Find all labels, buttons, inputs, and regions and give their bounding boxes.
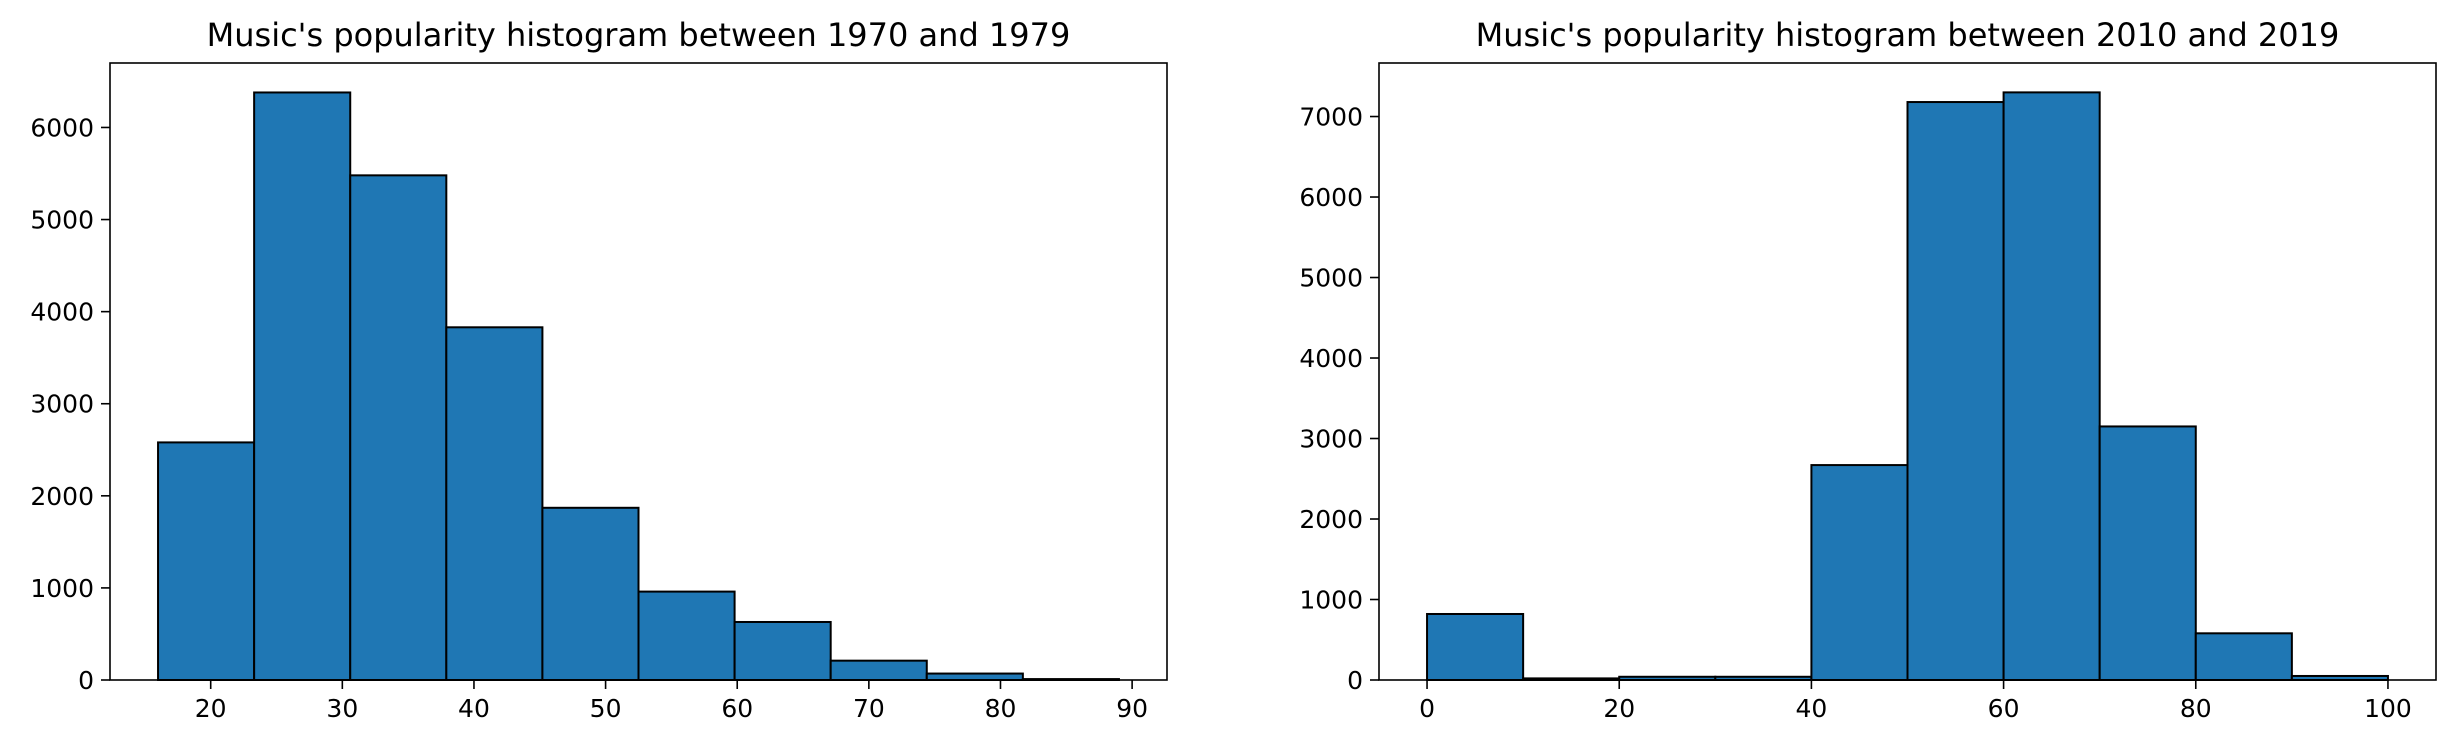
y-tick-label: 0 — [1347, 666, 1363, 695]
x-tick-label: 90 — [1116, 694, 1148, 723]
x-tick-label: 40 — [1796, 694, 1828, 723]
histogram-bar — [2098, 425, 2197, 681]
y-tick-label: 7000 — [1299, 103, 1363, 132]
axes-frame — [1378, 62, 2437, 681]
y-tick-label: 1000 — [30, 574, 94, 603]
histogram-bar — [541, 506, 640, 681]
histogram-bar — [2194, 632, 2293, 681]
histogram-bar — [2002, 91, 2101, 681]
chart-title: Music's popularity histogram between 197… — [207, 16, 1071, 54]
y-axis-ticks: 0 1000 2000 3000 4000 5000 6000 — [30, 113, 110, 695]
histogram-bar — [925, 672, 1024, 681]
axes-frame — [109, 62, 1168, 681]
y-tick-label: 2000 — [30, 482, 94, 511]
y-tick-label: 0 — [78, 666, 94, 695]
y-tick-label: 3000 — [1299, 425, 1363, 454]
x-tick-label: 60 — [1988, 694, 2020, 723]
x-tick-label: 20 — [195, 694, 227, 723]
y-tick-label: 5000 — [1299, 264, 1363, 293]
histogram-bar — [445, 326, 544, 681]
histogram-1970-1979: Music's popularity histogram between 197… — [30, 16, 1168, 723]
y-tick-label: 3000 — [30, 390, 94, 419]
histogram-bar — [1810, 464, 1909, 681]
histogram-bar — [733, 620, 832, 681]
x-tick-label: 40 — [458, 694, 490, 723]
histogram-bar — [829, 659, 928, 681]
x-tick-label: 20 — [1603, 694, 1635, 723]
histogram-bar — [637, 590, 736, 682]
x-tick-label: 60 — [721, 694, 753, 723]
x-tick-label: 0 — [1419, 694, 1435, 723]
y-axis-ticks: 0 1000 2000 3000 4000 5000 6000 7000 — [1299, 103, 1379, 695]
y-tick-label: 6000 — [30, 113, 94, 142]
histogram-bar — [1906, 101, 2005, 681]
chart-title: Music's popularity histogram between 201… — [1476, 16, 2340, 54]
histogram-bar — [157, 441, 256, 682]
x-tick-label: 70 — [853, 694, 885, 723]
histogram-bar — [253, 91, 352, 682]
x-tick-label: 100 — [2364, 694, 2412, 723]
y-tick-label: 5000 — [30, 206, 94, 235]
y-tick-label: 1000 — [1299, 586, 1363, 615]
x-tick-label: 50 — [590, 694, 622, 723]
histogram-2010-2019: Music's popularity histogram between 201… — [1299, 16, 2437, 723]
x-tick-label: 80 — [2180, 694, 2212, 723]
y-tick-label: 6000 — [1299, 183, 1363, 212]
x-axis-ticks: 20 30 40 50 60 70 80 90 — [195, 680, 1148, 723]
x-tick-label: 80 — [985, 694, 1017, 723]
y-tick-label: 4000 — [1299, 344, 1363, 373]
x-tick-label: 30 — [326, 694, 358, 723]
histogram-bar — [349, 174, 448, 682]
x-axis-ticks: 0 20 40 60 80 100 — [1419, 680, 2412, 723]
y-tick-label: 2000 — [1299, 505, 1363, 534]
y-tick-label: 4000 — [30, 298, 94, 327]
bars-layer — [157, 91, 1120, 682]
histogram-bar — [1426, 612, 1525, 681]
